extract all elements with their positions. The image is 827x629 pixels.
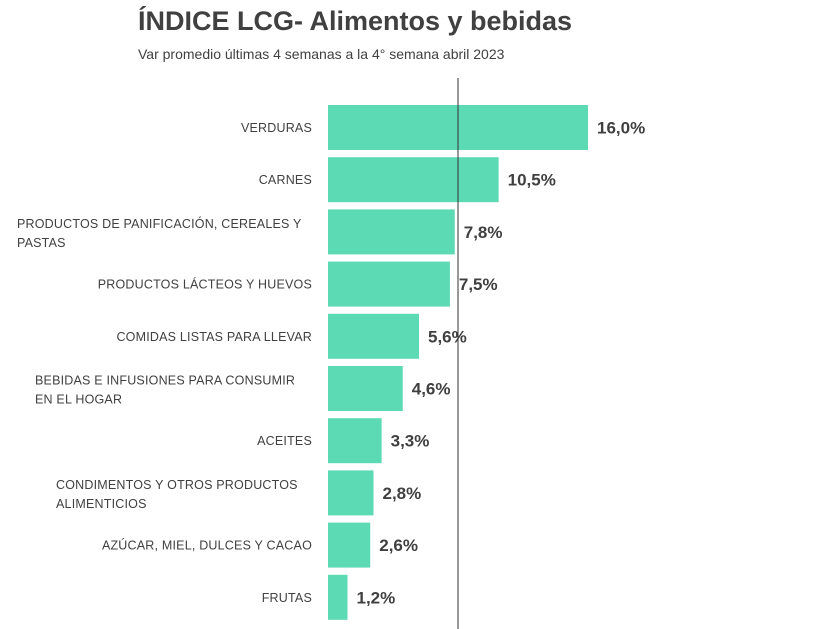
bar-1 — [328, 157, 499, 203]
category-label-2-line-1: PASTAS — [17, 236, 66, 250]
category-label-5-line-0: BEBIDAS E INFUSIONES PARA CONSUMIR — [35, 374, 295, 388]
category-label-5-line-1: EN EL HOGAR — [35, 393, 122, 407]
category-label-8: AZÚCAR, MIEL, DULCES Y CACAO — [102, 538, 312, 553]
bar-2 — [328, 209, 455, 255]
bar-6 — [328, 418, 382, 464]
value-label-9: 1,2% — [357, 588, 396, 607]
category-label-7-line-1: ALIMENTICIOS — [56, 497, 147, 511]
value-label-5: 4,6% — [412, 380, 451, 399]
bar-5 — [328, 366, 403, 411]
category-label-6: ACEITES — [257, 434, 312, 448]
value-label-8: 2,6% — [379, 536, 418, 555]
value-label-2: 7,8% — [464, 223, 503, 242]
chart-title: ÍNDICE LCG- Alimentos y bebidas — [138, 6, 573, 36]
bar-9 — [328, 574, 348, 620]
category-label-7-line-0: CONDIMENTOS Y OTROS PRODUCTOS — [56, 478, 298, 492]
bar-8 — [328, 522, 371, 568]
value-label-6: 3,3% — [391, 432, 430, 451]
bar-3 — [328, 261, 450, 307]
value-label-0: 16,0% — [597, 119, 645, 138]
category-label-3: PRODUCTOS LÁCTEOS Y HUEVOS — [98, 277, 312, 292]
category-label-0: VERDURAS — [241, 121, 312, 135]
category-label-4: COMIDAS LISTAS PARA LLEVAR — [116, 330, 312, 344]
bar-4 — [328, 313, 419, 359]
bar-7 — [328, 470, 374, 516]
value-label-3: 7,5% — [459, 275, 498, 294]
category-label-1: CARNES — [259, 173, 312, 187]
value-label-1: 10,5% — [508, 171, 556, 190]
category-label-2-line-0: PRODUCTOS DE PANIFICACIÓN, CEREALES Y — [17, 216, 302, 231]
value-label-4: 5,6% — [428, 327, 467, 346]
chart-subtitle: Var promedio últimas 4 semanas a la 4° s… — [138, 46, 505, 62]
value-label-7: 2,8% — [383, 484, 422, 503]
category-label-9: FRUTAS — [262, 591, 312, 605]
